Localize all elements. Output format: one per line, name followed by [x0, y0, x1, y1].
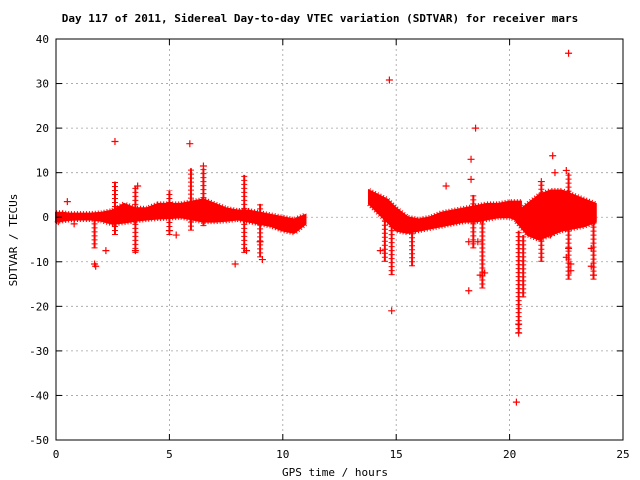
- data-point: [549, 152, 557, 160]
- y-tick-label: 10: [36, 167, 49, 180]
- y-tick-label: -50: [29, 434, 49, 447]
- data-point: [587, 244, 595, 252]
- data-point: [258, 256, 266, 264]
- y-tick-label: 20: [36, 122, 49, 135]
- data-point: [376, 247, 384, 255]
- y-tick-label: 40: [36, 33, 49, 46]
- data-point: [131, 247, 139, 255]
- data-point: [231, 260, 239, 268]
- data-point: [587, 262, 595, 270]
- data-point: [590, 271, 598, 279]
- y-tick-label: -30: [29, 345, 49, 358]
- data-band-edge: [367, 188, 521, 222]
- data-point: [70, 220, 78, 228]
- data-point: [385, 76, 393, 84]
- data-point: [515, 329, 523, 337]
- data-band-edge: [514, 219, 597, 243]
- x-tick-label: 20: [503, 448, 516, 461]
- data-point: [467, 175, 475, 183]
- data-point: [537, 178, 545, 186]
- data-point: [481, 269, 489, 277]
- data-point: [465, 287, 473, 295]
- grid-lines: [56, 39, 623, 440]
- y-tick-label: -40: [29, 389, 49, 402]
- data-point: [186, 140, 194, 148]
- axis-ticks: [55, 38, 624, 441]
- data-point: [199, 162, 207, 170]
- y-tick-label: -10: [29, 256, 49, 269]
- data-point: [472, 124, 480, 132]
- data-point: [512, 398, 520, 406]
- data-point: [442, 182, 450, 190]
- data-point: [474, 238, 482, 246]
- x-tick-label: 15: [390, 448, 403, 461]
- x-tick-labels: 0 5 10 15 20 25: [53, 448, 630, 461]
- data-point: [256, 238, 264, 246]
- data-point: [515, 320, 523, 328]
- y-tick-label: 0: [42, 211, 49, 224]
- y-tick-labels: -50 -40 -30 -20 -10 0 10 20 30 40: [29, 33, 49, 447]
- x-tick-label: 10: [276, 448, 289, 461]
- data-point: [92, 262, 100, 270]
- chart-title: Day 117 of 2011, Sidereal Day-to-day VTE…: [62, 12, 579, 25]
- data-point: [562, 253, 570, 261]
- data-point: [565, 49, 573, 57]
- data-point: [63, 198, 71, 206]
- data-point: [102, 247, 110, 255]
- plot-frame: [55, 38, 624, 441]
- data-band-edge: [55, 214, 308, 236]
- x-axis-label: GPS time / hours: [282, 466, 388, 479]
- data-point: [551, 169, 559, 177]
- data-point: [546, 231, 554, 239]
- data-point: [134, 182, 142, 190]
- data-point: [388, 307, 396, 315]
- data-point: [465, 238, 473, 246]
- y-axis-label: SDTVAR / TECUs: [7, 194, 20, 287]
- data-point: [243, 247, 251, 255]
- data-band-edge: [367, 202, 522, 236]
- data-point: [567, 260, 575, 268]
- data-point: [172, 231, 180, 239]
- y-tick-label: -20: [29, 300, 49, 313]
- data-point: [111, 137, 119, 145]
- data-points: [54, 49, 598, 406]
- data-point: [562, 166, 570, 174]
- x-tick-label: 25: [616, 448, 629, 461]
- data-point: [165, 227, 173, 235]
- x-tick-label: 0: [53, 448, 60, 461]
- data-point: [565, 244, 573, 252]
- y-tick-label: 30: [36, 78, 49, 91]
- x-tick-label: 5: [166, 448, 173, 461]
- data-point: [467, 155, 475, 163]
- data-point: [476, 271, 484, 279]
- data-point: [567, 267, 575, 275]
